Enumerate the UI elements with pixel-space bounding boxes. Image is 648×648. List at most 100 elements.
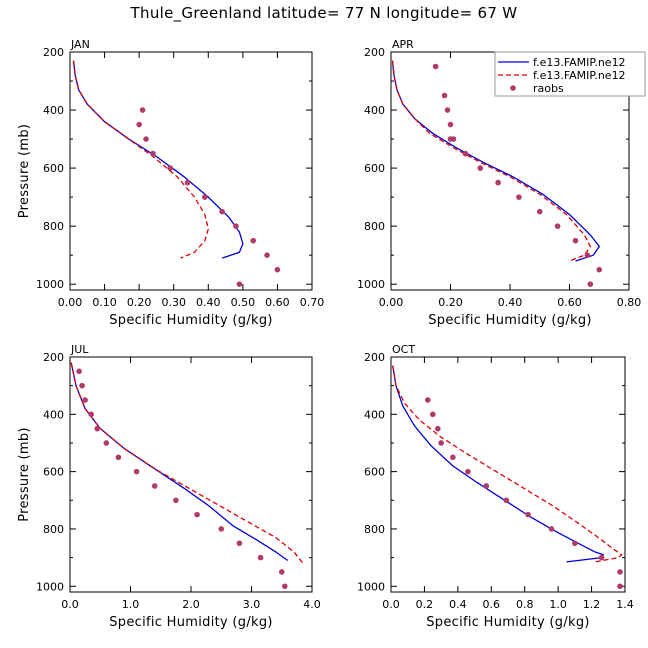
x-tick-label: 1.2	[583, 598, 601, 611]
raobs-point	[115, 454, 122, 461]
raobs-point	[184, 179, 191, 186]
raobs-point	[194, 511, 200, 518]
raobs-point	[82, 397, 88, 403]
y-tick-label: 600	[364, 162, 385, 175]
plot-frame	[69, 356, 313, 593]
figure-title: Thule_Greenland latitude= 77 N longitude…	[130, 4, 518, 22]
raobs-point	[598, 554, 605, 561]
panel-apr: APR 0.00 0.20 0.40 0.60 0.80 200 400 600 800 1000 S…	[357, 38, 641, 328]
panel-label: APR	[392, 38, 414, 51]
x-axis-label: Specific Humidity (g/kg)	[109, 615, 273, 630]
raobs-point	[202, 194, 208, 200]
raobs-point	[462, 150, 469, 157]
raobs-point	[465, 468, 471, 475]
raobs-point	[264, 252, 270, 258]
x-tick-label: 0.60	[557, 296, 582, 309]
raobs-point	[173, 497, 179, 504]
x-tick-label: 0.70	[300, 296, 325, 309]
raobs-point	[503, 497, 510, 504]
raobs-point	[151, 483, 158, 489]
raobs-point	[429, 411, 436, 418]
x-tick-label: 2.0	[182, 598, 200, 611]
raobs-point	[596, 266, 603, 273]
raobs-point	[236, 281, 243, 287]
raobs-point	[278, 569, 285, 575]
model2-line	[72, 60, 209, 259]
plot-area	[70, 362, 304, 590]
model1-line	[70, 362, 289, 562]
panel-label: OCT	[392, 343, 415, 356]
raobs-point	[136, 121, 142, 128]
model2-line	[70, 362, 304, 564]
raobs-point	[424, 397, 431, 403]
raobs-point	[584, 252, 591, 258]
x-tick-label: 3.0	[243, 598, 261, 611]
raobs-point	[150, 150, 156, 157]
plot-area	[392, 365, 623, 590]
raobs-point	[483, 483, 490, 489]
y-axis-label: Pressure (mb)	[17, 124, 32, 219]
raobs-point	[233, 223, 239, 229]
plot-area	[72, 60, 281, 287]
y-tick-label: 200	[364, 351, 385, 364]
raobs-point	[435, 425, 441, 432]
y-tick-label: 800	[43, 220, 64, 233]
y-tick-label: 800	[364, 220, 385, 233]
model2-line	[392, 365, 623, 563]
raobs-point	[554, 223, 561, 229]
legend-box	[494, 51, 646, 97]
raobs-point	[572, 237, 579, 244]
y-tick-label: 1000	[36, 278, 64, 291]
legend-label: raobs	[533, 82, 564, 95]
raobs-point	[450, 454, 456, 461]
raobs-point	[572, 540, 578, 547]
raobs-point	[250, 237, 257, 244]
x-tick-label: 0.10	[92, 296, 117, 309]
y-tick-label: 200	[43, 351, 64, 364]
y-tick-label: 1000	[357, 278, 385, 291]
raobs-point	[143, 136, 149, 142]
x-tick-label: 1.4	[616, 598, 634, 611]
legend-label: f.e13.FAMIP.ne12	[533, 69, 626, 82]
x-tick-label: 0.00	[379, 296, 404, 309]
raobs-point	[447, 121, 454, 128]
raobs-point	[525, 511, 531, 518]
legend-swatch-raobs	[510, 85, 516, 91]
x-tick-label: 0.50	[231, 296, 256, 309]
raobs-point	[76, 368, 82, 375]
x-tick-label: 0.6	[483, 598, 501, 611]
raobs-point	[444, 107, 451, 113]
y-axis-label: Pressure (mb)	[17, 427, 32, 522]
x-tick-label: 0.2	[416, 598, 434, 611]
x-tick-label: 0.60	[265, 296, 290, 309]
raobs-point	[219, 208, 225, 215]
x-tick-label: 0.20	[438, 296, 463, 309]
raobs-point	[617, 583, 623, 590]
y-tick-label: 600	[43, 466, 64, 479]
raobs-point	[441, 92, 448, 99]
x-tick-label: 0.30	[161, 296, 186, 309]
raobs-point	[450, 136, 457, 142]
y-tick-label: 600	[364, 466, 385, 479]
plot-frame	[69, 51, 313, 291]
x-tick-label: 0.0	[61, 598, 79, 611]
raobs-point	[236, 540, 243, 547]
y-tick-label: 400	[43, 104, 64, 117]
legend-label: f.e13.FAMIP.ne12	[533, 56, 626, 69]
raobs-point	[516, 194, 522, 200]
x-tick-label: 0.00	[58, 296, 83, 309]
y-tick-label: 400	[364, 104, 385, 117]
x-tick-label: 4.0	[303, 598, 321, 611]
y-tick-label: 1000	[36, 580, 64, 593]
raobs-point	[432, 63, 439, 70]
raobs-point	[133, 468, 140, 475]
raobs-point	[438, 440, 444, 446]
raobs-point	[548, 526, 555, 532]
model2-line	[391, 60, 592, 262]
y-tick-label: 1000	[357, 580, 385, 593]
raobs-point	[587, 281, 594, 287]
raobs-point	[79, 382, 85, 389]
y-tick-label: 800	[43, 523, 64, 536]
model1-line	[392, 365, 605, 563]
